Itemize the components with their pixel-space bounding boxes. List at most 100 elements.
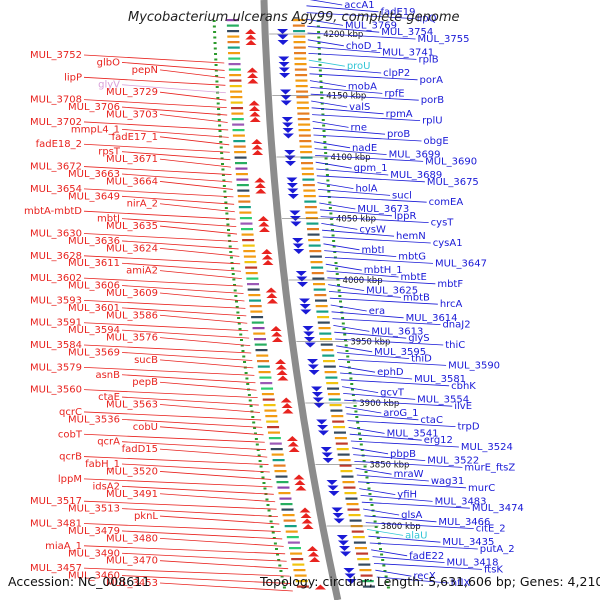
gc-mark: [358, 438, 362, 440]
function-bar: [238, 206, 251, 209]
function-bar: [282, 514, 295, 517]
kbp-tick-label: 3900 kbp: [359, 399, 399, 409]
gene-label: cysT: [431, 218, 455, 229]
label-leader-line: [121, 418, 263, 428]
gene-label: MUL_3593: [30, 295, 82, 306]
function-bar: [310, 261, 323, 264]
forward-gene-mark: [314, 584, 326, 590]
forward-gene-mark: [245, 29, 257, 34]
gene-label: glyS: [408, 333, 429, 344]
forward-gene-mark: [282, 408, 294, 414]
function-bar: [294, 68, 307, 71]
label-leader-line: [336, 345, 373, 353]
function-bar: [306, 222, 319, 225]
reverse-gene-mark: [278, 56, 290, 62]
label-leader-line: [313, 127, 386, 135]
label-leader-line: [121, 262, 241, 272]
gene-label: MUL_3435: [442, 537, 494, 548]
label-leader-line: [308, 46, 381, 53]
reverse-gene-mark: [278, 62, 290, 67]
gene-label: MUL_3689: [390, 170, 442, 181]
gc-mark: [317, 36, 321, 39]
gc-mark: [323, 146, 327, 149]
function-bar: [227, 46, 240, 49]
forward-gene-mark: [258, 221, 270, 227]
gc-mark: [342, 328, 346, 330]
label-leader-line: [83, 76, 226, 86]
label-leader-line: [325, 263, 362, 271]
gc-mark: [333, 256, 337, 259]
gene-label: murE_ftsZ: [464, 462, 515, 473]
function-bar: [237, 195, 250, 198]
label-leader-line: [83, 478, 273, 488]
forward-gene-mark: [254, 177, 266, 183]
function-bar: [330, 409, 343, 412]
gc-mark: [231, 273, 235, 275]
label-leader-line: [121, 396, 259, 406]
gc-mark: [266, 504, 270, 506]
topology-text: Topology: circular; Length: 5,631,606 bp…: [260, 574, 600, 589]
gc-mark: [343, 339, 347, 341]
function-bar: [281, 508, 294, 511]
forward-gene-mark: [294, 480, 306, 485]
gene-label: MUL_3625: [366, 286, 418, 297]
function-bar: [287, 541, 300, 544]
label-leader-line: [309, 0, 343, 6]
label-leader-line: [121, 307, 247, 317]
function-bar: [239, 211, 252, 214]
reverse-gene-mark: [277, 29, 289, 34]
function-bar: [229, 85, 242, 88]
gene-label: rpsT: [98, 147, 121, 158]
gene-label: MUL_3563: [106, 400, 158, 411]
gc-mark: [212, 25, 216, 28]
gene-label: mbtA-mbtD: [24, 206, 82, 217]
gene-label: mbtE: [401, 272, 427, 283]
gc-mark: [217, 108, 221, 110]
function-bar: [294, 57, 307, 60]
function-bar: [293, 35, 306, 38]
gc-mark: [363, 465, 367, 468]
gene-label: cbhK: [451, 381, 476, 392]
function-bar: [345, 497, 358, 500]
label-leader-line: [312, 114, 421, 121]
gc-mark: [272, 537, 276, 539]
gc-mark: [328, 207, 332, 209]
gc-mark: [223, 196, 227, 198]
function-bar: [271, 453, 284, 456]
label-leader-line: [364, 515, 437, 523]
label-leader-line: [121, 575, 292, 584]
gene-label: MUL_3418: [447, 558, 499, 569]
forward-gene-mark: [247, 78, 259, 84]
reverse-gene-mark: [304, 342, 316, 348]
label-leader-line: [121, 128, 229, 138]
forward-gene-mark: [295, 485, 307, 491]
label-leader-line: [306, 19, 344, 26]
reverse-gene-mark: [303, 337, 315, 342]
gc-mark: [380, 553, 384, 556]
gc-mark: [215, 86, 219, 88]
gene-label: MUL_3635: [106, 221, 158, 232]
reverse-gene-mark: [343, 568, 355, 573]
function-bar: [294, 52, 307, 55]
gc-mark: [216, 97, 220, 99]
gene-label: MUL_3602: [30, 273, 82, 284]
gene-label: citE_2: [476, 524, 506, 535]
function-bar: [267, 426, 280, 429]
gc-mark: [321, 113, 325, 116]
function-bar: [295, 580, 308, 583]
gc-mark: [246, 383, 250, 385]
function-bar: [293, 30, 306, 33]
function-bar: [242, 244, 255, 247]
label-leader-line: [83, 166, 232, 175]
function-bar: [311, 266, 324, 269]
function-bar: [302, 184, 315, 187]
function-bar: [280, 503, 293, 506]
function-bar: [250, 310, 263, 313]
gc-mark: [375, 531, 379, 534]
label-leader-line: [320, 216, 429, 223]
gene-label: glyV: [98, 80, 120, 91]
function-bar: [304, 200, 317, 203]
label-leader-line: [321, 223, 358, 230]
gene-label: glbO: [97, 57, 120, 68]
